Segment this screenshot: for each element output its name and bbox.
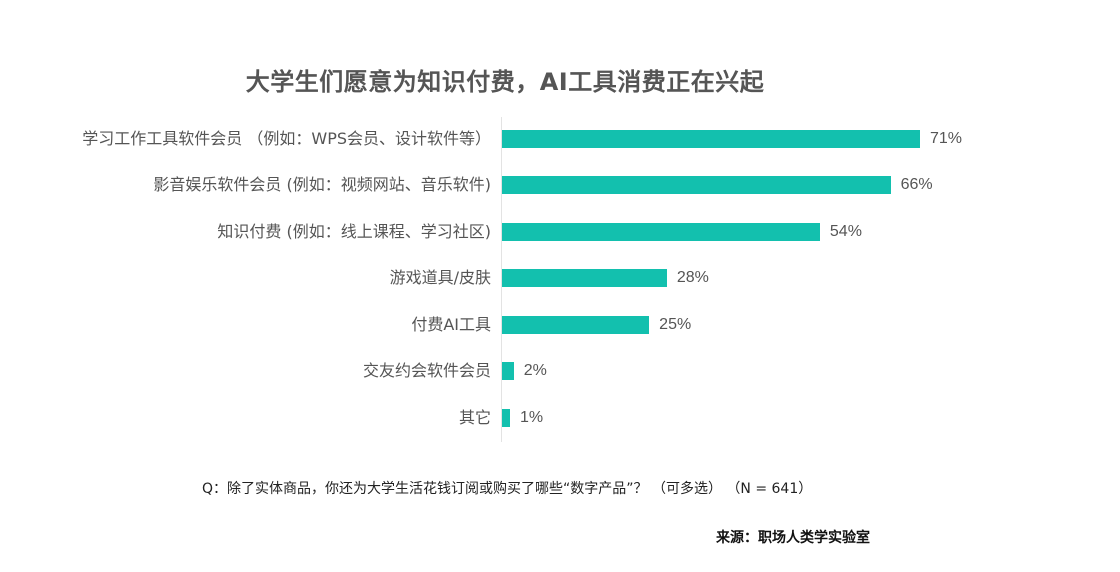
bar: [502, 316, 650, 334]
bar-value: 54%: [829, 223, 862, 240]
bar: [502, 362, 514, 380]
chart-title: 大学生们愿意为知识付费，AI工具消费正在兴起: [245, 68, 765, 96]
bar: [502, 269, 667, 287]
bar-value: 66%: [900, 176, 933, 193]
bar: [502, 130, 920, 148]
bar: [502, 223, 820, 241]
bar-value: 28%: [676, 269, 709, 286]
survey-question: Q：除了实体商品，你还为大学生活花钱订阅或购买了哪些“数字产品”？ （可多选） …: [202, 481, 813, 497]
bar-label: 付费AI工具: [411, 315, 491, 334]
bar-row: 学习工作工具软件会员 （例如：WPS会员、设计软件等） 71%: [0, 129, 1120, 148]
bar-row: 付费AI工具 25%: [0, 315, 1120, 334]
bar-label: 学习工作工具软件会员 （例如：WPS会员、设计软件等）: [82, 129, 491, 148]
bar: [502, 176, 891, 194]
bar-row: 其它 1%: [0, 408, 1120, 427]
bar-value: 2%: [523, 362, 547, 379]
bar-value: 71%: [930, 130, 963, 147]
bar-row: 游戏道具/皮肤 28%: [0, 268, 1120, 287]
bar-row: 知识付费 (例如：线上课程、学习社区) 54%: [0, 222, 1120, 241]
bar-label: 知识付费 (例如：线上课程、学习社区): [217, 222, 491, 241]
y-axis-line: [501, 117, 502, 442]
bar: [502, 409, 510, 427]
bar-label: 交友约会软件会员: [362, 361, 491, 380]
bar-value: 25%: [659, 316, 692, 333]
bar-label: 其它: [458, 408, 491, 427]
bar-row: 影音娱乐软件会员 (例如：视频网站、音乐软件) 66%: [0, 175, 1120, 194]
source-credit: 来源：职场人类学实验室: [716, 530, 870, 546]
bar-value: 1%: [520, 409, 544, 426]
bar-row: 交友约会软件会员 2%: [0, 361, 1120, 380]
bar-label: 影音娱乐软件会员 (例如：视频网站、音乐软件): [153, 175, 491, 194]
bar-label: 游戏道具/皮肤: [389, 268, 491, 287]
